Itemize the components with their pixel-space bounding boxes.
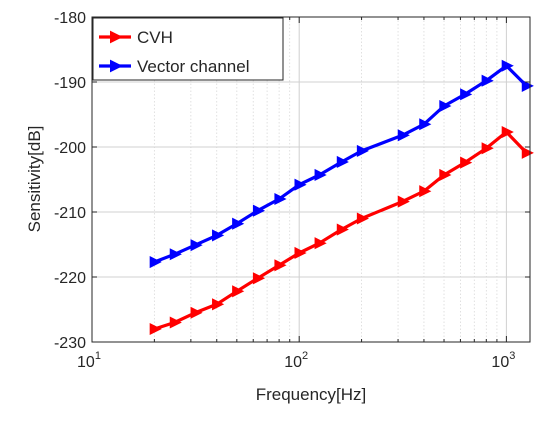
data-point <box>169 248 182 261</box>
y-tick-label: -220 <box>54 270 86 287</box>
data-point <box>212 298 225 311</box>
data-point <box>481 74 494 87</box>
data-point <box>481 142 494 155</box>
data-point <box>252 272 266 285</box>
data-point <box>169 316 182 329</box>
data-point <box>190 306 203 319</box>
data-point <box>232 285 245 298</box>
data-point <box>336 223 349 236</box>
plot-frame <box>91 16 531 343</box>
data-point <box>294 246 307 260</box>
data-point <box>460 156 473 169</box>
data-point <box>336 155 349 169</box>
x-tick-label: 101 <box>77 350 101 371</box>
data-point <box>460 88 473 101</box>
series-1 <box>149 59 534 269</box>
legend-entry: Vector channel <box>99 57 249 76</box>
data-point <box>274 259 287 272</box>
data-point <box>314 237 327 250</box>
series-layer <box>149 59 534 336</box>
data-point <box>397 195 410 208</box>
data-point <box>419 185 432 198</box>
data-point <box>149 255 162 269</box>
legend-box <box>92 17 284 81</box>
x-tick-label: 102 <box>284 350 308 371</box>
data-point <box>397 129 410 142</box>
data-point <box>501 125 514 139</box>
x-tick-label: 103 <box>491 350 515 371</box>
data-point <box>232 217 245 230</box>
y-tick-label: -210 <box>54 205 86 222</box>
data-point <box>274 192 287 206</box>
y-tick-label: -190 <box>54 75 86 92</box>
legend-label: Vector channel <box>137 57 249 76</box>
series-0 <box>149 125 534 336</box>
legend: CVH Vector channel <box>92 17 284 81</box>
data-point <box>149 322 162 336</box>
data-point <box>190 239 203 252</box>
tick-labels: 101 102 103 -180 -190 -200 -210 -220 -230 <box>54 10 515 371</box>
y-axis-label: Sensitivity[dB] <box>25 126 44 233</box>
y-tick-label: -230 <box>54 335 86 352</box>
legend-items: CVH Vector channel <box>99 28 249 76</box>
y-tick-label: -180 <box>54 10 86 27</box>
legend-label: CVH <box>137 28 173 47</box>
data-point <box>439 99 452 113</box>
data-point <box>212 229 225 242</box>
data-point <box>501 59 514 72</box>
data-point <box>439 168 452 182</box>
data-point <box>521 146 534 159</box>
data-point <box>294 178 307 191</box>
legend-marker <box>110 59 123 73</box>
data-point <box>252 204 266 217</box>
data-point <box>521 79 534 92</box>
x-axis-label: Frequency[Hz] <box>256 385 367 404</box>
legend-entry: CVH <box>99 28 173 47</box>
data-point <box>356 144 369 157</box>
legend-marker <box>110 30 123 44</box>
y-tick-label: -200 <box>54 140 86 157</box>
data-point <box>314 168 327 182</box>
data-point <box>356 212 369 225</box>
data-point <box>419 118 432 131</box>
